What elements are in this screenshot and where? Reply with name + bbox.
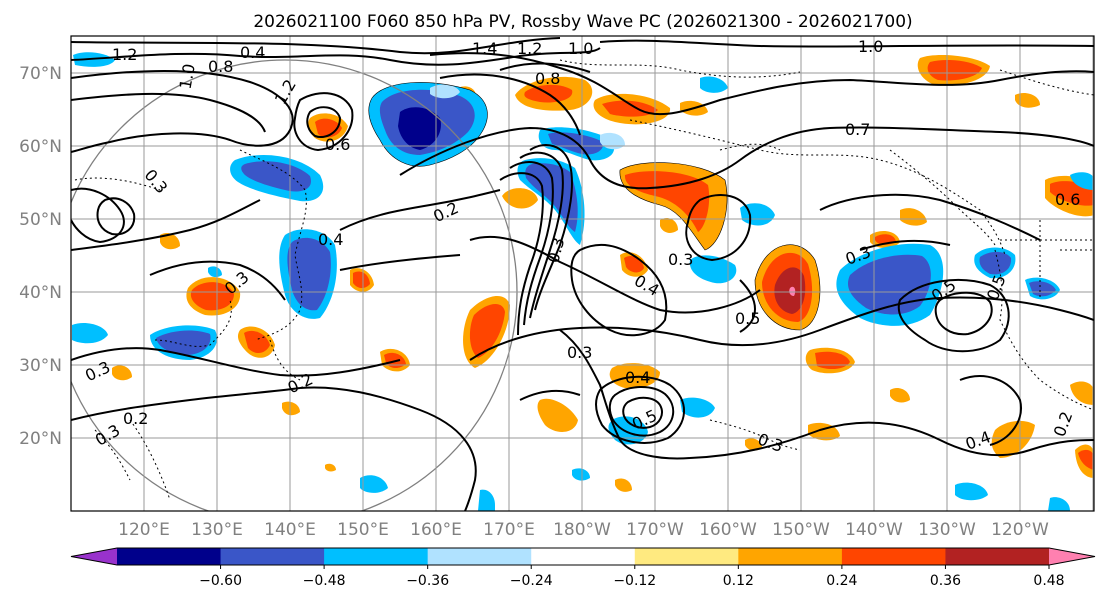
contour-labels: 1.4 1.2 1.0 1.0 1.2 0.8 0.4 1.0 1.2 0.6 …: [82, 37, 1080, 456]
contour-label: 0.8: [535, 69, 560, 88]
colorbar-tick-label: 0.36: [930, 573, 961, 589]
contour-label: 1.2: [112, 45, 137, 64]
chart-title: 2026021100 F060 850 hPa PV, Rossby Wave …: [253, 12, 912, 32]
contour-label: 0.7: [845, 120, 870, 139]
negative-anomaly-shading: [72, 52, 1094, 511]
map-frame: [70, 35, 1095, 512]
lat-label: 40°N: [19, 283, 62, 303]
lon-label: 130°W: [918, 520, 976, 540]
colorbar-tick-label: −0.48: [303, 573, 346, 589]
lon-label: 140°W: [845, 520, 903, 540]
colorbar-bin: [324, 548, 429, 565]
colorbar-bin: [117, 548, 222, 565]
grid-lines: [71, 36, 1094, 511]
colorbar-tick-label: −0.60: [199, 573, 242, 589]
lat-label: 50°N: [19, 210, 62, 230]
latitude-labels: 70°N 60°N 50°N 40°N 30°N 20°N: [19, 64, 62, 449]
contour-label: 1.2: [517, 39, 542, 58]
colorbar-bin: [841, 548, 946, 565]
colorbar-bin: [531, 548, 636, 565]
contour-label: 1.0: [568, 39, 593, 58]
contour-label: 0.2: [123, 409, 148, 428]
shading-outlines: [368, 82, 821, 331]
lat-label: 60°N: [19, 137, 62, 157]
colorbar-bin: [738, 548, 843, 565]
colorbar-bin: [427, 548, 532, 565]
contour-label: 0.3: [567, 343, 592, 362]
colorbar-tick-label: −0.12: [613, 573, 656, 589]
colorbar-tick-label: 0.48: [1033, 573, 1064, 589]
colorbar-bin: [634, 548, 739, 565]
lon-label: 130°E: [191, 520, 243, 540]
colorbar: −0.60 −0.48 −0.36 −0.24 −0.12 0.12 0.24 0.36 0.4…: [70, 547, 1096, 589]
lat-label: 30°N: [19, 356, 62, 376]
lon-label: 170°E: [483, 520, 535, 540]
contour-label: 0.3: [668, 250, 693, 269]
map-panel: 1.4 1.2 1.0 1.0 1.2 0.8 0.4 1.0 1.2 0.6 …: [70, 35, 1095, 512]
contour-label: 0.4: [240, 43, 265, 62]
longitude-labels: 120°E 130°E 140°E 150°E 160°E 170°E 180°…: [118, 520, 1049, 540]
contour-label: 0.6: [325, 135, 350, 154]
lon-label: 120°W: [991, 520, 1049, 540]
positive-anomaly-shading: [112, 54, 1094, 492]
colorbar-outline: [70, 547, 1096, 566]
contour-label: 0.5: [735, 309, 760, 328]
colorbar-tick-label: 0.24: [826, 573, 857, 589]
contour-label: 1.0: [176, 62, 199, 90]
colorbar-tick-label: 0.12: [723, 573, 754, 589]
contour-label: 1.4: [472, 39, 497, 58]
contour-label: 0.6: [1055, 190, 1080, 209]
lon-label: 140°E: [264, 520, 316, 540]
lon-label: 160°E: [410, 520, 462, 540]
lon-label: 170°W: [626, 520, 684, 540]
pv-contours: [71, 37, 1094, 511]
contour-label: 1.0: [858, 37, 883, 56]
colorbar-bin: [945, 548, 1050, 565]
lon-label: 160°W: [699, 520, 757, 540]
colorbar-extend-max: [1049, 548, 1095, 565]
lon-label: 180°W: [553, 520, 611, 540]
contour-label: 0.8: [208, 57, 233, 76]
contour-label: 0.4: [318, 230, 343, 249]
contour-label: 0.4: [625, 368, 650, 387]
colorbar-tick-label: −0.36: [406, 573, 449, 589]
lon-label: 150°E: [337, 520, 389, 540]
colorbar-tick-label: −0.24: [510, 573, 553, 589]
lat-label: 70°N: [19, 64, 62, 84]
colorbar-bin: [220, 548, 325, 565]
lon-label: 150°W: [772, 520, 830, 540]
lon-label: 120°E: [118, 520, 170, 540]
colorbar-extend-min: [71, 548, 117, 565]
lat-label: 20°N: [19, 429, 62, 449]
